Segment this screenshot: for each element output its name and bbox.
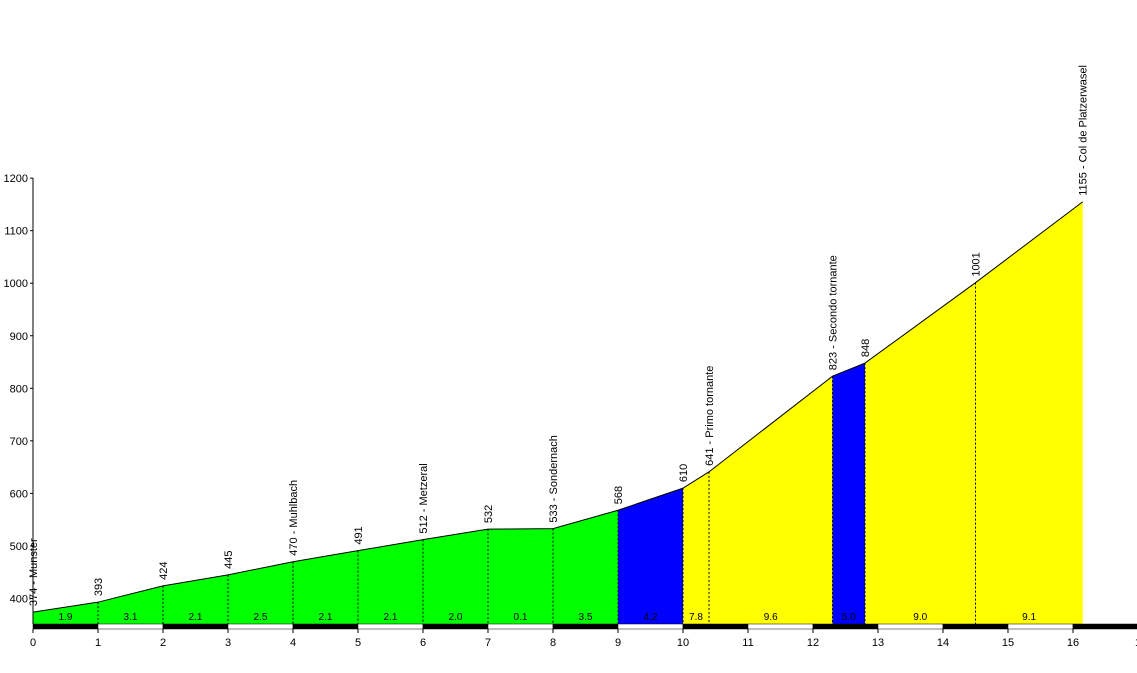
- elevation-label: 848: [860, 339, 872, 357]
- x-tick-label: 14: [937, 637, 949, 649]
- x-tick-label: 12: [807, 637, 819, 649]
- segment-grade-label: 3.1: [124, 612, 138, 623]
- km-bar-cell: [227, 623, 294, 630]
- km-bar-cell: [162, 623, 229, 630]
- y-tick-label: 900: [10, 331, 28, 343]
- gradient-segment: [618, 488, 683, 624]
- segment-grade-label: 1.9: [59, 612, 73, 623]
- segment-grade-label: 4.2: [644, 612, 658, 623]
- km-bar-cell: [877, 623, 944, 630]
- y-tick-label: 400: [10, 594, 28, 606]
- gradient-segment: [98, 585, 163, 624]
- segment-grade-label: 9.0: [913, 612, 927, 623]
- gradient-segment: [683, 471, 709, 624]
- elevation-label: 568: [613, 486, 625, 504]
- km-bar-cell: [942, 623, 1009, 630]
- x-tick-label: 0: [30, 637, 36, 649]
- x-tick-label: 1: [95, 637, 101, 649]
- y-tick-label: 600: [10, 488, 28, 500]
- km-bar-cell: [292, 623, 359, 630]
- x-tick-label: 9: [615, 637, 621, 649]
- x-tick-label: 15: [1002, 637, 1014, 649]
- y-tick-label: 800: [10, 383, 28, 395]
- x-tick-label: 6: [420, 637, 426, 649]
- x-tick-label: 8: [550, 637, 556, 649]
- segment-grade-label: 9.1: [1022, 612, 1036, 623]
- km-bar-cell: [1007, 623, 1074, 630]
- elevation-point-labels: 374 - Munster 393 424 445 470 - Muhlbach 491 5…: [28, 65, 1090, 606]
- y-tick-label: 700: [10, 436, 28, 448]
- y-tick-label: 500: [10, 541, 28, 553]
- segment-grade-label: 2.0: [449, 612, 463, 623]
- km-bar-cell: [97, 623, 164, 630]
- elevation-label: 1155 - Col de Platzerwasel: [1078, 65, 1090, 196]
- elevation-label: 532: [483, 505, 495, 523]
- segment-grade-label: 2.5: [254, 612, 268, 623]
- profile-line: [32, 201, 1084, 613]
- km-bar-cell: [487, 623, 554, 630]
- y-tick-label: 1100: [4, 226, 28, 238]
- y-axis: 400 500 600 700 800 900 1000 1100 1200: [4, 173, 34, 624]
- elevation-label: 610: [678, 464, 690, 482]
- x-tick-label: 3: [225, 637, 231, 649]
- km-bar-cell: [812, 623, 879, 630]
- x-tick-label: 16: [1067, 637, 1079, 649]
- km-bar-cell: [357, 623, 424, 630]
- gradient-segment: [553, 510, 618, 624]
- gradient-segment: [423, 529, 488, 624]
- elevation-label: 445: [223, 550, 235, 568]
- x-tick-label: 7: [485, 637, 491, 649]
- elevation-label: 1001: [971, 252, 983, 276]
- segment-grade-label: 2.1: [384, 612, 398, 623]
- x-tick-label: 2: [160, 637, 166, 649]
- km-bar-cell: [552, 623, 619, 630]
- x-tick-label: 11: [742, 637, 753, 649]
- km-scale-bar: [32, 623, 1137, 630]
- elevation-label: 823 - Secondo tornante: [828, 255, 840, 370]
- gradient-segment: [358, 539, 423, 624]
- km-bar-cell: [682, 623, 749, 630]
- segment-grade-label: 3.5: [579, 612, 593, 623]
- gradient-segment: [293, 550, 358, 624]
- x-tick-label: 5: [355, 637, 361, 649]
- gradient-segment: [488, 528, 553, 624]
- gradient-segment: [865, 282, 976, 624]
- x-axis: 0123456789101112131415161: [30, 629, 1137, 649]
- km-bar-cell: [32, 623, 99, 630]
- elevation-label: 374 - Munster: [28, 538, 40, 606]
- x-tick-label: 10: [677, 637, 689, 649]
- segment-grade-label: 9.6: [764, 612, 778, 623]
- elevation-label: 533 - Sondernach: [548, 435, 560, 522]
- gradient-segment: [975, 201, 1083, 624]
- segment-grade-label: 2.1: [319, 612, 333, 623]
- y-tick-label: 1200: [4, 173, 28, 185]
- segment-grade-label: 7.8: [689, 612, 703, 623]
- gradient-segment: [832, 363, 865, 624]
- segment-grade-label: 5.0: [842, 612, 856, 623]
- elevation-label: 512 - Metzeral: [418, 463, 430, 533]
- x-tick-label: 13: [872, 637, 884, 649]
- elevation-label: 470 - Muhlbach: [288, 480, 300, 556]
- y-tick-label: 1000: [4, 278, 28, 290]
- segment-dividers: [97, 282, 976, 624]
- elevation-label: 393: [93, 578, 105, 596]
- x-tick-label: 4: [290, 637, 296, 649]
- km-bar-cell: [422, 623, 489, 630]
- elevation-label: 641 - Primo tornante: [704, 366, 716, 466]
- elevation-label: 424: [158, 562, 170, 580]
- segment-grade-label: 2.1: [189, 612, 203, 623]
- x-tick-label: 1: [1135, 637, 1137, 649]
- km-bar-cell: [1072, 623, 1137, 630]
- elevation-label: 491: [353, 526, 365, 544]
- gradient-segment: [228, 561, 293, 624]
- gradient-segment: [33, 602, 98, 624]
- km-bar-cell: [617, 623, 684, 630]
- segment-grade-labels: 1.9 3.1 2.1 2.5 2.1 2.1 2.0 0.1 3.5 4.2 7.8 9.6 5.0 9…: [59, 612, 1037, 623]
- km-bar-cell: [747, 623, 814, 630]
- gradient-segment: [709, 376, 833, 624]
- gradient-segments: [33, 201, 1083, 624]
- segment-grade-label: 0.1: [514, 612, 528, 623]
- gradient-segment: [163, 574, 228, 624]
